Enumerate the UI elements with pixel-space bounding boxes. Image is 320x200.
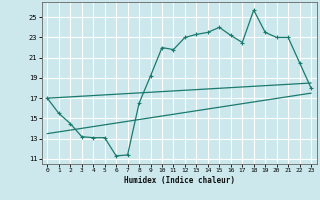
X-axis label: Humidex (Indice chaleur): Humidex (Indice chaleur) [124,176,235,185]
